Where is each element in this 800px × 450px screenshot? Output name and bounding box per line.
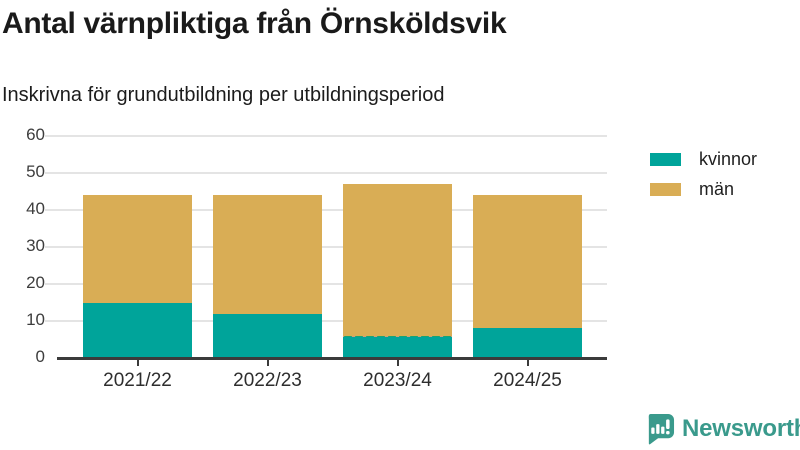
- bar-segment-kvinnor-2023-24: [343, 331, 452, 358]
- bar-segment-män-2024-25: [473, 195, 582, 329]
- y-tick-label-0: 0: [35, 347, 45, 366]
- y-tick-label-60: 60: [26, 125, 45, 144]
- gridline-40: [45, 209, 607, 211]
- legend-item-män: män: [650, 179, 757, 200]
- x-axis-label-2021-22: 2021/22: [103, 370, 172, 391]
- x-tick-2024-25: [526, 359, 529, 366]
- y-tick-label-30: 30: [26, 236, 45, 255]
- bar-segment-kvinnor-2024-25: [473, 328, 582, 358]
- bar-segment-män-2023-24: [343, 184, 452, 336]
- gridline-30: [45, 246, 607, 248]
- x-axis-label-2024-25: 2024/25: [493, 370, 562, 391]
- bar-segment-kvinnor-2022-23: [213, 313, 322, 358]
- gridline-10: [45, 320, 607, 322]
- gridline-50: [45, 172, 607, 174]
- bar-segment-kvinnor-2021-22: [83, 302, 192, 358]
- x-axis-line: [57, 357, 607, 360]
- gridline-60: [45, 135, 607, 137]
- newsworthy-wordmark: Newsworthy: [682, 415, 800, 442]
- x-tick-2021-22: [136, 359, 139, 366]
- page-title: Antal värnpliktiga från Örnsköldsvik: [2, 7, 507, 40]
- x-axis-label-2022-23: 2022/23: [233, 370, 302, 391]
- bar-segment-män-2022-23: [213, 195, 322, 314]
- gridline-20: [45, 283, 607, 285]
- y-axis-labels: 0 10 20 30 40 50 60: [0, 0, 45, 450]
- newsworthy-logo: Newsworthy: [644, 413, 800, 445]
- y-tick-label-10: 10: [26, 310, 45, 329]
- y-tick-label-20: 20: [26, 273, 45, 292]
- x-tick-2022-23: [266, 359, 269, 366]
- legend-swatch-kvinnor: [650, 153, 681, 166]
- legend-item-kvinnor: kvinnor: [650, 149, 757, 170]
- bar-chart-plot-area: 2021/22 2022/23 2023/24 2024/25: [45, 135, 607, 391]
- chart-subtitle: Inskrivna för grundutbildning per utbild…: [2, 84, 445, 106]
- chart-legend: kvinnor män: [650, 149, 757, 209]
- bar-segment-män-2021-22: [83, 195, 192, 303]
- newsworthy-bubble-chart-icon: [648, 413, 675, 445]
- legend-swatch-män: [650, 183, 681, 196]
- legend-label-kvinnor: kvinnor: [699, 149, 758, 169]
- x-tick-2023-24: [396, 359, 399, 366]
- y-tick-label-50: 50: [26, 162, 45, 181]
- legend-label-män: män: [699, 179, 735, 199]
- y-tick-label-40: 40: [26, 199, 45, 218]
- x-axis-label-2023-24: 2023/24: [363, 370, 432, 391]
